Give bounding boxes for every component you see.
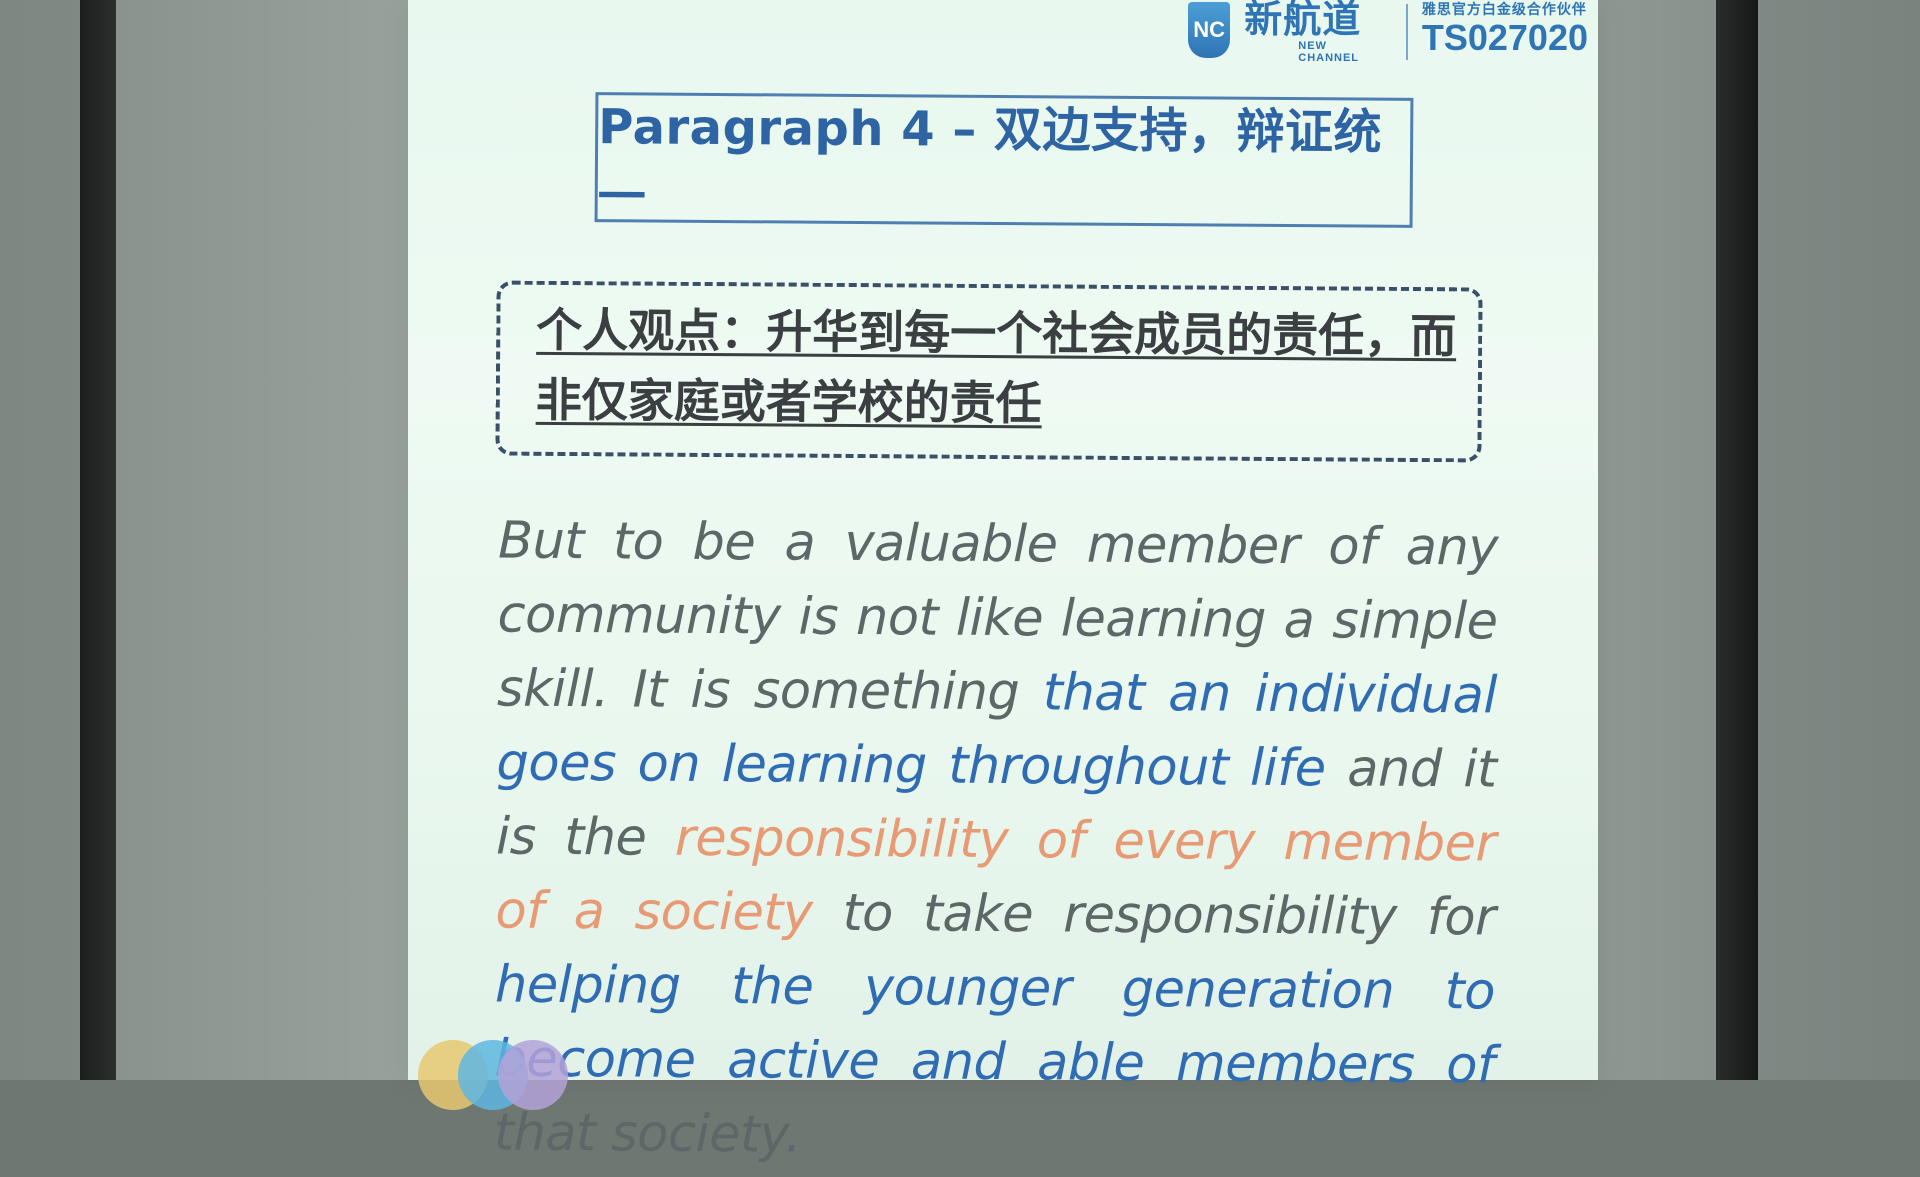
decorative-circles xyxy=(408,1040,608,1110)
body-segment-5: to take responsibility for xyxy=(842,883,1496,948)
logo-divider xyxy=(1406,4,1408,60)
partner-line: 雅思官方白金级合作伙伴 xyxy=(1421,1,1587,17)
partner-code: TS027020 xyxy=(1421,17,1588,58)
brand-name-en: NEW CHANNEL xyxy=(1298,40,1360,64)
screen-frame-right xyxy=(1716,0,1758,1080)
slide-title: Paragraph 4 – 双边支持，辩证统一 xyxy=(597,99,1383,226)
body-segment-7: that society. xyxy=(493,1103,802,1165)
purple-circle-icon xyxy=(498,1040,568,1110)
nc-shield-icon: NC xyxy=(1188,2,1231,58)
body-segment-6: helping the younger generation to become… xyxy=(494,955,1496,1096)
opinion-text: 个人观点：升华到每一个社会成员的责任，而非仅家庭或者学校的责任 xyxy=(535,302,1457,431)
partner-info: 雅思官方白金级合作伙伴 TS027020 xyxy=(1422,0,1588,58)
brand-name: 新航道 NEW CHANNEL xyxy=(1244,0,1374,64)
presentation-slide: NC 新航道 NEW CHANNEL 雅思官方白金级合作伙伴 TS027020 … xyxy=(408,0,1598,1165)
slide-title-box: Paragraph 4 – 双边支持，辩证统一 xyxy=(594,92,1414,228)
body-paragraph: But to be a valuable member of any commu… xyxy=(494,505,1499,1177)
brand-name-cn: 新航道 xyxy=(1244,0,1362,41)
screen-frame-left xyxy=(80,0,116,1080)
logo-area: NC 新航道 NEW CHANNEL 雅思官方白金级合作伙伴 TS027020 xyxy=(1188,0,1588,70)
nc-badge-label: NC xyxy=(1193,17,1226,42)
opinion-dashed-box: 个人观点：升华到每一个社会成员的责任，而非仅家庭或者学校的责任 xyxy=(495,280,1483,463)
